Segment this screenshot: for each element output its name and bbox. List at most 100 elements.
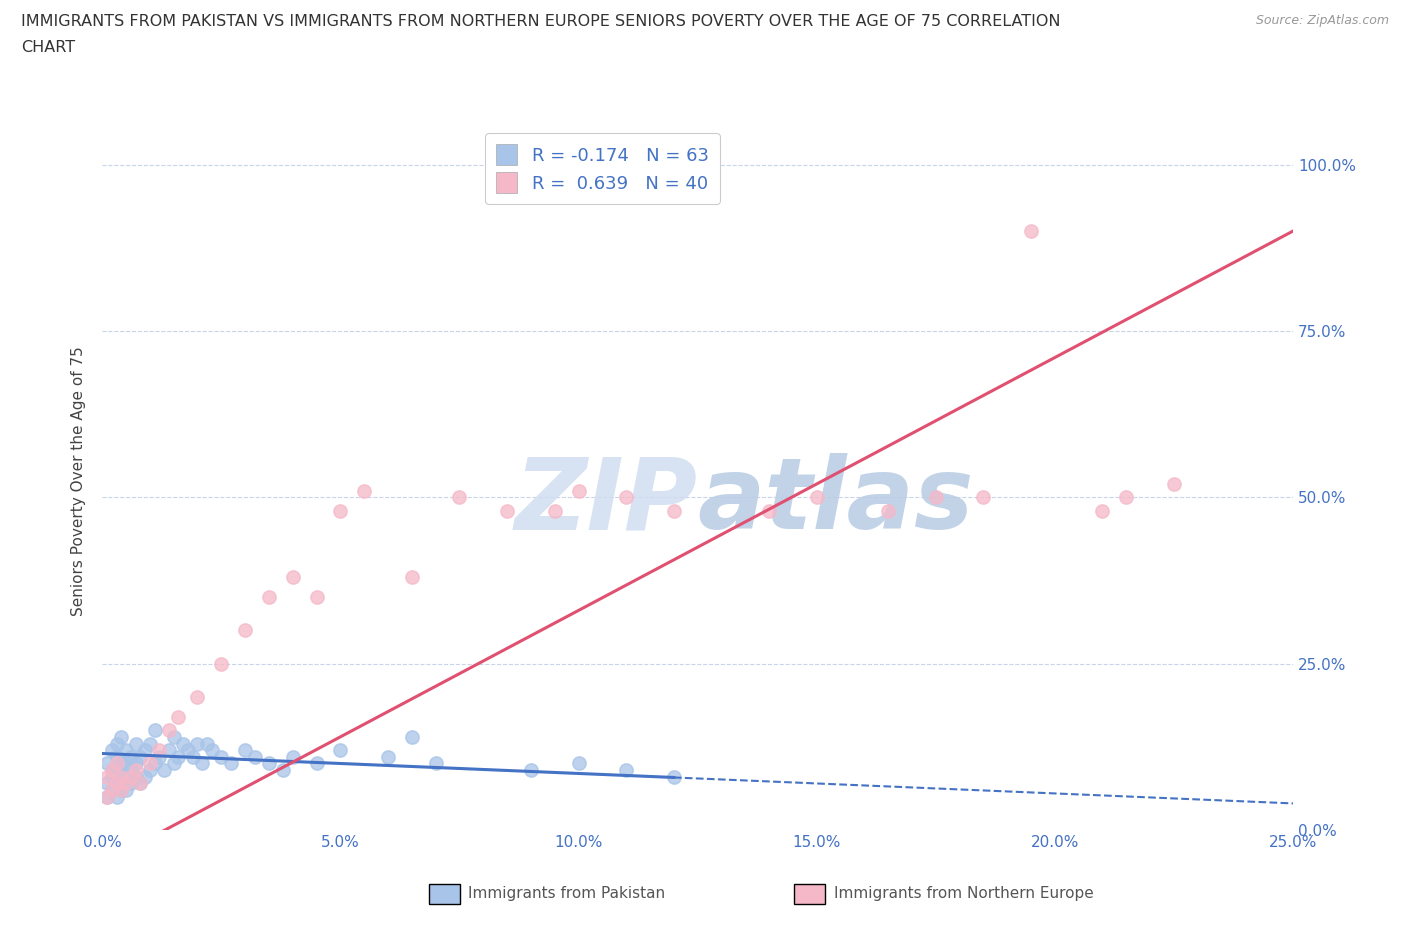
Point: [120, 769, 142, 784]
Point: [243, 750, 266, 764]
Point: [353, 484, 375, 498]
Point: [496, 503, 519, 518]
Point: [139, 736, 162, 751]
Point: [567, 484, 589, 498]
Point: [100, 763, 122, 777]
Point: [758, 503, 780, 518]
Point: [425, 756, 447, 771]
Text: CHART: CHART: [21, 40, 75, 55]
Point: [96, 769, 118, 784]
Point: [377, 750, 399, 764]
Point: [120, 776, 142, 790]
Point: [201, 743, 224, 758]
Point: [520, 763, 543, 777]
Point: [614, 763, 637, 777]
Text: Source: ZipAtlas.com: Source: ZipAtlas.com: [1256, 14, 1389, 27]
Point: [120, 750, 142, 764]
Point: [305, 590, 328, 604]
Point: [129, 776, 152, 790]
Point: [115, 783, 138, 798]
Point: [105, 763, 128, 777]
Point: [1091, 503, 1114, 518]
Point: [129, 750, 152, 764]
Text: Immigrants from Pakistan: Immigrants from Pakistan: [468, 886, 665, 901]
Point: [124, 736, 146, 751]
Text: IMMIGRANTS FROM PAKISTAN VS IMMIGRANTS FROM NORTHERN EUROPE SENIORS POVERTY OVER: IMMIGRANTS FROM PAKISTAN VS IMMIGRANTS F…: [21, 14, 1060, 29]
Point: [972, 490, 994, 505]
Point: [567, 756, 589, 771]
Text: Immigrants from Northern Europe: Immigrants from Northern Europe: [834, 886, 1094, 901]
Point: [124, 756, 146, 771]
Point: [105, 750, 128, 764]
Point: [110, 756, 132, 771]
Point: [143, 756, 166, 771]
Text: ZIP: ZIP: [515, 453, 697, 551]
Point: [186, 689, 208, 704]
Point: [329, 743, 352, 758]
Point: [257, 756, 280, 771]
Point: [544, 503, 567, 518]
Point: [281, 570, 304, 585]
Point: [172, 736, 194, 751]
Point: [806, 490, 828, 505]
Point: [329, 503, 352, 518]
Point: [186, 736, 208, 751]
Point: [100, 783, 122, 798]
Point: [96, 756, 118, 771]
Point: [105, 736, 128, 751]
Point: [124, 769, 146, 784]
Text: atlas: atlas: [697, 453, 974, 551]
Legend: R = -0.174   N = 63, R =  0.639   N = 40: R = -0.174 N = 63, R = 0.639 N = 40: [485, 133, 720, 204]
Point: [139, 763, 162, 777]
Point: [139, 756, 162, 771]
Point: [143, 723, 166, 737]
Point: [449, 490, 471, 505]
Point: [925, 490, 948, 505]
Point: [110, 769, 132, 784]
Point: [167, 750, 190, 764]
Point: [233, 623, 256, 638]
Point: [209, 657, 232, 671]
Point: [124, 763, 146, 777]
Point: [1163, 476, 1185, 491]
Point: [105, 756, 128, 771]
Point: [115, 769, 138, 784]
Point: [110, 783, 132, 798]
Point: [120, 763, 142, 777]
Point: [271, 763, 294, 777]
Point: [157, 723, 180, 737]
Point: [100, 783, 122, 798]
Point: [167, 710, 190, 724]
Point: [110, 729, 132, 744]
Point: [96, 776, 118, 790]
Point: [191, 756, 214, 771]
Point: [96, 790, 118, 804]
Point: [105, 790, 128, 804]
Point: [233, 743, 256, 758]
Point: [219, 756, 242, 771]
Point: [614, 490, 637, 505]
Point: [110, 769, 132, 784]
Y-axis label: Seniors Poverty Over the Age of 75: Seniors Poverty Over the Age of 75: [72, 346, 86, 616]
Point: [181, 750, 204, 764]
Point: [163, 756, 186, 771]
Point: [105, 776, 128, 790]
Point: [401, 729, 423, 744]
Point: [401, 570, 423, 585]
Point: [134, 769, 156, 784]
Point: [209, 750, 232, 764]
Point: [105, 776, 128, 790]
Point: [662, 503, 685, 518]
Point: [305, 756, 328, 771]
Point: [100, 743, 122, 758]
Point: [129, 776, 152, 790]
Point: [1115, 490, 1137, 505]
Point: [96, 790, 118, 804]
Point: [100, 763, 122, 777]
Point: [115, 776, 138, 790]
Point: [163, 729, 186, 744]
Point: [110, 783, 132, 798]
Point: [281, 750, 304, 764]
Point: [662, 769, 685, 784]
Point: [153, 763, 176, 777]
